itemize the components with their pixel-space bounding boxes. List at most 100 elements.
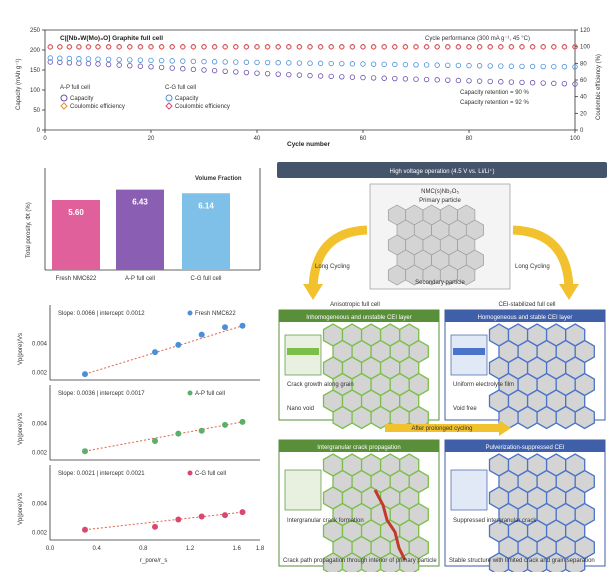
- scatter-legend-marker: [187, 310, 193, 316]
- cg-capacity-point: [360, 61, 366, 67]
- ap-capacity-point: [328, 73, 334, 80]
- cg-ce-point: [508, 44, 515, 50]
- scatter-point: [198, 331, 205, 338]
- cg-ce-point: [169, 44, 175, 50]
- right-upper-header-bar: [445, 310, 605, 322]
- y-right-tick-label: 40: [580, 95, 587, 101]
- y-left-tick-label: 100: [30, 88, 41, 94]
- grain-hexagon: [457, 264, 476, 286]
- cycling-chart: 0 50 100 150 200 250 0 20 40 60 80 100 120 0 20 40 60 8…: [16, 28, 602, 148]
- cg-capacity-point: [127, 57, 133, 63]
- center-label: NMC(s)Nb₂O₅: [421, 189, 459, 195]
- right-lower-header: Pulverization-suppressed CEI: [485, 445, 564, 451]
- ap-capacity-point: [423, 76, 430, 83]
- cg-ce-point: [423, 44, 430, 50]
- right-annot-2: Void free: [453, 406, 477, 412]
- ap-capacity-point: [47, 59, 53, 65]
- left-lower-annot: Intergranular crack formation: [287, 518, 364, 524]
- cg-ce-point: [455, 44, 462, 50]
- cg-capacity-point: [328, 60, 334, 67]
- cg-ce-point: [349, 44, 356, 50]
- cycling-title: C|[Nb₂W(Mo)₃O] Graphite full cell: [60, 35, 163, 42]
- cg-capacity-point: [423, 62, 430, 68]
- cg-ce-point: [211, 44, 218, 50]
- right-lower-footer: Stable structure with limited crack and …: [449, 558, 595, 564]
- scatter-y-tick-label: 0.004: [32, 341, 48, 347]
- cg-ce-point: [286, 44, 292, 50]
- cg-capacity-point: [572, 64, 578, 70]
- ap-capacity-point: [243, 69, 250, 76]
- cg-ce-point: [57, 44, 63, 50]
- cg-ce-point: [233, 44, 239, 50]
- porosity-category-label: Fresh NMC622: [56, 276, 97, 282]
- cg-ce-point: [180, 44, 186, 50]
- y-right-tick-label: 0: [580, 128, 584, 134]
- cg-ce-point: [487, 44, 493, 50]
- ap-capacity-point: [137, 63, 144, 69]
- cg-ce-point: [370, 44, 377, 50]
- cg-ce-point: [275, 44, 281, 50]
- y-left-tick-label: 250: [30, 28, 41, 34]
- cg-ce-point: [529, 44, 536, 50]
- scatter-x-tick-label: 0.4: [92, 546, 101, 552]
- cycling-right-label: Long Cycling: [515, 264, 550, 270]
- grain-hexagon: [517, 405, 538, 430]
- cg-ce-point: [105, 44, 112, 50]
- x-tick-label: 40: [254, 136, 261, 142]
- porosity-bar: [116, 189, 164, 270]
- ap-capacity-point: [296, 72, 303, 78]
- ap-capacity-point: [66, 60, 73, 66]
- scatter-y-tick-label: 0.004: [32, 501, 48, 507]
- scatter-legend-label: Fresh NMC622: [195, 311, 236, 317]
- ap-capacity-point: [307, 72, 313, 79]
- cg-capacity-point: [233, 59, 239, 65]
- scatter-point: [222, 324, 228, 331]
- cg-capacity-point: [498, 63, 504, 69]
- prolonged-arrow: [385, 420, 511, 436]
- cg-capacity-point: [349, 61, 356, 67]
- cg-capacity-point: [116, 56, 122, 63]
- cg-ce-point: [445, 44, 451, 50]
- cg-capacity-point: [413, 62, 419, 68]
- cg-capacity-point: [264, 59, 271, 66]
- grain-hexagon: [565, 552, 586, 572]
- ap-capacity-point: [349, 74, 356, 80]
- ap-capacity-point: [455, 77, 462, 84]
- ap-capacity-point: [57, 59, 63, 66]
- cg-ce-point: [243, 44, 250, 50]
- cg-capacity-point: [529, 63, 536, 70]
- cg-capacity-point: [455, 62, 462, 69]
- scatter-x-tick-label: 0.0: [46, 546, 55, 552]
- cg-ce-point: [317, 44, 324, 50]
- cg-ce-point: [339, 44, 345, 50]
- cg-capacity-point: [222, 59, 228, 65]
- cg-ce-point: [76, 44, 82, 50]
- grain-hexagon: [332, 405, 353, 430]
- scatter-fit-label: Slope: 0.0036 | intercept: 0.0017: [58, 391, 145, 397]
- scatter-point: [222, 421, 228, 428]
- cg-capacity-point: [551, 63, 557, 70]
- cg-capacity-point: [339, 60, 345, 67]
- cg-capacity-point: [105, 56, 112, 63]
- cg-capacity-point: [286, 60, 292, 66]
- scatter-point: [152, 523, 158, 530]
- y-right-tick-label: 20: [580, 111, 587, 117]
- cg-ce-point: [466, 44, 472, 50]
- scatter-legend-label: C-G full cell: [195, 471, 226, 477]
- y-right-tick-label: 120: [580, 28, 591, 34]
- porosity-bar-chart: Volume Fraction Total porosity, Φt (%) 5…: [26, 168, 261, 282]
- ap-capacity-point: [169, 65, 175, 71]
- bar-legend-title: Volume Fraction: [195, 176, 242, 182]
- left-lower-header-bar: [279, 440, 439, 452]
- scatter-fit-label: Slope: 0.0021 | intercept: 0.0021: [58, 471, 145, 477]
- cg-capacity-point: [211, 59, 218, 65]
- ap-capacity-point: [572, 81, 578, 87]
- y-right-tick-label: 60: [580, 78, 587, 84]
- legend-ap-capacity: Capacity: [70, 96, 93, 102]
- ap-capacity-point: [264, 70, 271, 77]
- cg-ce-point: [360, 44, 366, 50]
- cg-ce-point: [476, 44, 483, 50]
- ap-capacity-point: [148, 64, 154, 70]
- scatter-point: [222, 512, 228, 519]
- cg-capacity-point: [66, 55, 73, 62]
